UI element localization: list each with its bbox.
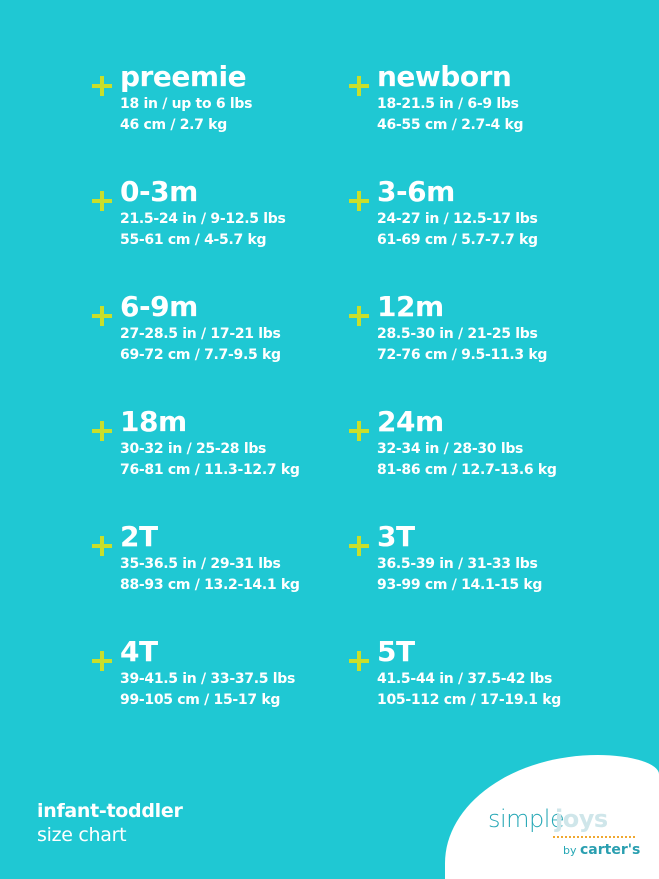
- size-metric: 76-81 cm / 11.3-12.7 kg: [120, 462, 300, 478]
- plus-icon: [92, 651, 114, 673]
- size-name: 3-6m: [377, 175, 455, 208]
- plus-icon: [349, 191, 371, 213]
- size-metric: 46 cm / 2.7 kg: [120, 117, 227, 133]
- size-metric: 81-86 cm / 12.7-13.6 kg: [377, 462, 557, 478]
- size-name: preemie: [120, 60, 247, 93]
- chart-title: infant-toddler: [37, 800, 183, 822]
- size-name: 6-9m: [120, 290, 198, 323]
- logo-simple: simple: [488, 805, 565, 833]
- size-imperial: 18-21.5 in / 6-9 lbs: [377, 96, 519, 112]
- size-metric: 72-76 cm / 9.5-11.3 kg: [377, 347, 548, 363]
- size-imperial: 36.5-39 in / 31-33 lbs: [377, 556, 538, 572]
- size-imperial: 39-41.5 in / 33-37.5 lbs: [120, 671, 295, 687]
- plus-icon: [349, 651, 371, 673]
- size-imperial: 24-27 in / 12.5-17 lbs: [377, 211, 538, 227]
- size-name: 12m: [377, 290, 444, 323]
- plus-icon: [92, 306, 114, 328]
- size-name: 4T: [120, 635, 158, 668]
- size-name: 0-3m: [120, 175, 198, 208]
- size-name: 18m: [120, 405, 187, 438]
- chart-subtitle: size chart: [37, 824, 127, 846]
- logo-carters: carter's: [580, 842, 641, 858]
- logo-by-carters: by carter's: [563, 842, 640, 858]
- size-metric: 61-69 cm / 5.7-7.7 kg: [377, 232, 538, 248]
- size-name: 5T: [377, 635, 415, 668]
- plus-icon: [92, 191, 114, 213]
- size-imperial: 32-34 in / 28-30 lbs: [377, 441, 524, 457]
- size-name: 2T: [120, 520, 158, 553]
- plus-icon: [92, 421, 114, 443]
- plus-icon: [349, 306, 371, 328]
- size-name: newborn: [377, 60, 512, 93]
- plus-icon: [92, 76, 114, 98]
- size-metric: 46-55 cm / 2.7-4 kg: [377, 117, 524, 133]
- size-metric: 55-61 cm / 4-5.7 kg: [120, 232, 267, 248]
- size-metric: 93-99 cm / 14.1-15 kg: [377, 577, 543, 593]
- plus-icon: [92, 536, 114, 558]
- size-imperial: 41.5-44 in / 37.5-42 lbs: [377, 671, 552, 687]
- size-imperial: 18 in / up to 6 lbs: [120, 96, 253, 112]
- size-imperial: 30-32 in / 25-28 lbs: [120, 441, 267, 457]
- logo-dots: [553, 836, 635, 838]
- size-metric: 105-112 cm / 17-19.1 kg: [377, 692, 562, 708]
- logo-by: by: [563, 844, 577, 857]
- size-metric: 88-93 cm / 13.2-14.1 kg: [120, 577, 300, 593]
- logo-joys: joys: [555, 805, 608, 833]
- size-imperial: 28.5-30 in / 21-25 lbs: [377, 326, 538, 342]
- size-metric: 69-72 cm / 7.7-9.5 kg: [120, 347, 281, 363]
- size-name: 24m: [377, 405, 444, 438]
- size-metric: 99-105 cm / 15-17 kg: [120, 692, 281, 708]
- size-imperial: 21.5-24 in / 9-12.5 lbs: [120, 211, 286, 227]
- size-imperial: 27-28.5 in / 17-21 lbs: [120, 326, 281, 342]
- plus-icon: [349, 536, 371, 558]
- plus-icon: [349, 76, 371, 98]
- size-imperial: 35-36.5 in / 29-31 lbs: [120, 556, 281, 572]
- plus-icon: [349, 421, 371, 443]
- size-name: 3T: [377, 520, 415, 553]
